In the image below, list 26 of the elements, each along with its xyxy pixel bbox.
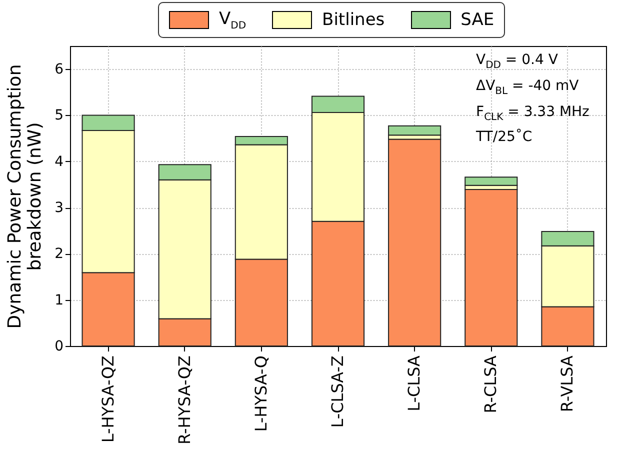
legend-label: Bitlines [322, 10, 385, 30]
bar [388, 138, 442, 346]
y-tick-label: 5 [54, 108, 64, 124]
x-tick-label: L-CLSA [404, 355, 424, 412]
legend-label: V$_{DD}$ [219, 8, 246, 32]
bar [388, 125, 442, 136]
y-tick-label: 2 [54, 246, 64, 262]
legend-label: SAE [460, 10, 494, 30]
x-tick-label: L-HYSA-QZ [98, 355, 118, 443]
y-tick-label: 0 [54, 338, 64, 354]
x-tick-label: R-CLSA [481, 355, 500, 414]
bar [464, 176, 518, 186]
bar [464, 189, 518, 346]
annotation: ΔV$_{BL}$ = -40 mV [476, 76, 580, 99]
y-tick-label: 3 [54, 200, 64, 216]
annotation: F$_{CLK}$ = 3.33 MHz [476, 102, 590, 124]
x-tick-label: R-HYSA-QZ [174, 355, 194, 445]
annotation: V$_{DD}$ = 0.4 V [476, 51, 559, 73]
x-tick-label: L-CLSA-Z [328, 355, 347, 428]
y-tick-label: 4 [54, 154, 64, 170]
y-axis-title: Dynamic Power Consumption breakdown (nW) [4, 64, 46, 329]
x-tick-label: R-VLSA [558, 355, 577, 412]
y-tick-label: 6 [54, 62, 64, 78]
x-tick-label: L-HYSA-Q [251, 356, 270, 432]
annotation: TT/25˚C [476, 128, 534, 148]
y-tick-label: 1 [54, 292, 64, 308]
